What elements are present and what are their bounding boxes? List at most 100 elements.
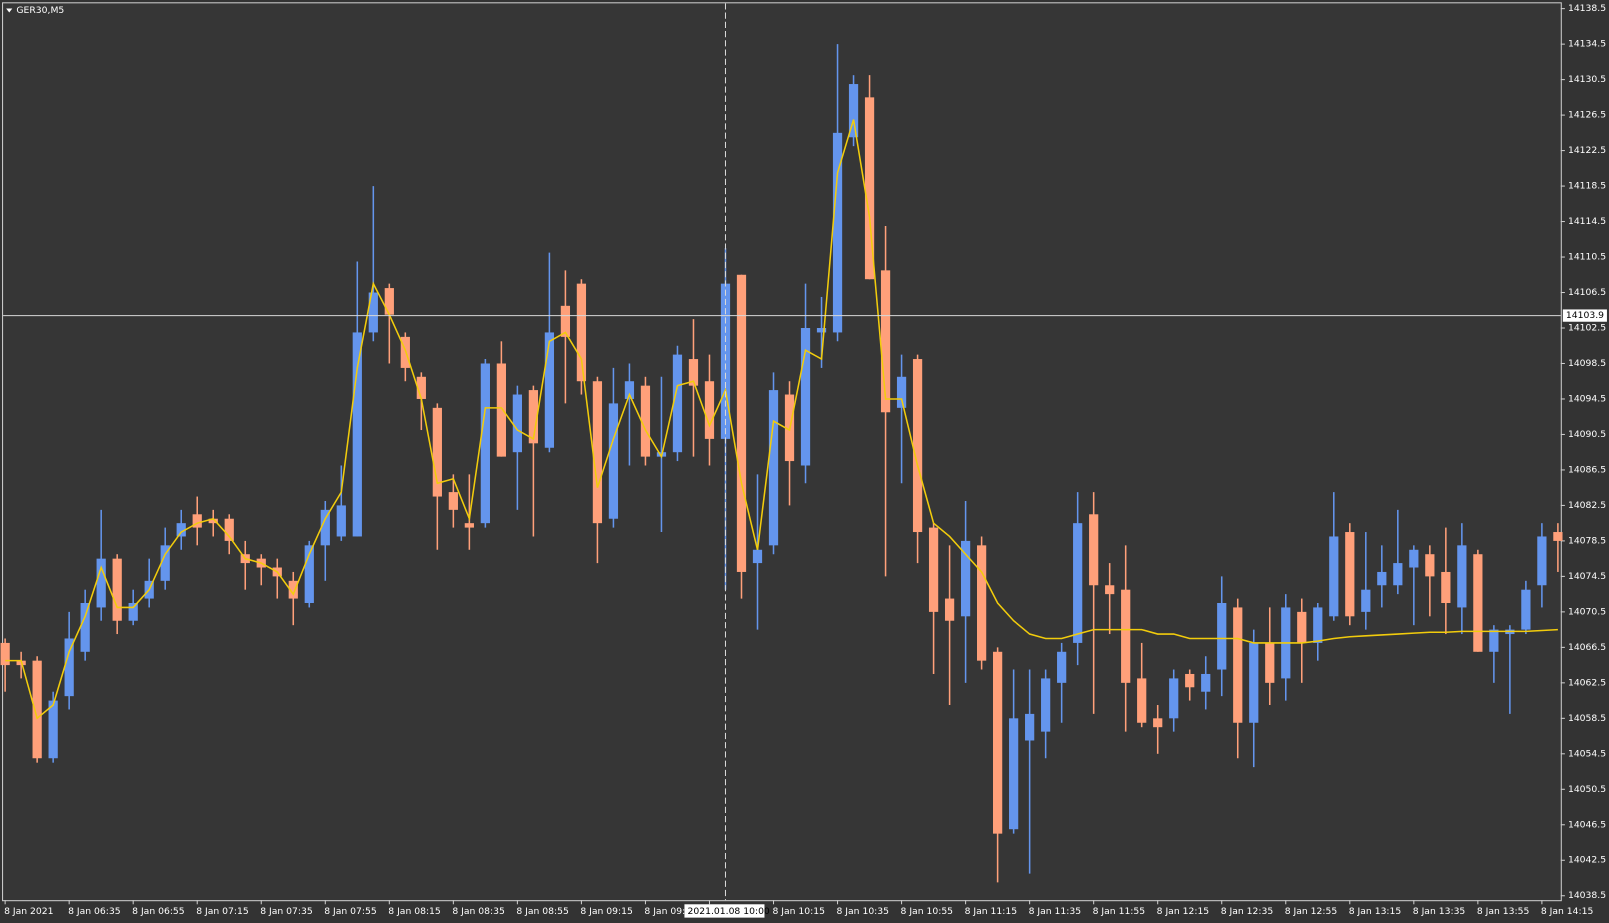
candle-body [864, 97, 875, 280]
x-tick-label: 8 Jan 07:55 [324, 906, 377, 917]
candle-body [1361, 589, 1371, 612]
y-tick-label: 14138.5 [1568, 3, 1606, 14]
menu-arrow[interactable] [6, 8, 13, 13]
candle-body [1489, 629, 1499, 652]
x-tick-label: 8 Jan 07:35 [260, 906, 313, 917]
x-tick-label: 8 Jan 10:15 [772, 906, 825, 917]
candle-body [96, 558, 106, 608]
candle-body [224, 518, 234, 541]
candle-body [672, 354, 683, 453]
candle-body [1441, 571, 1451, 604]
x-tick-label: 8 Jan 06:35 [68, 906, 121, 917]
y-tick-label: 14074.5 [1568, 571, 1606, 582]
candle-body [544, 332, 555, 448]
x-tick-label: 8 Jan 2021 [4, 906, 54, 917]
candle-body [560, 305, 571, 337]
candle-body [1041, 678, 1051, 732]
x-tick-label: 8 Jan 12:15 [1157, 906, 1210, 917]
x-tick-label: 8 Jan 14:15 [1541, 906, 1594, 917]
x-tick-label: 8 Jan 11:35 [1029, 906, 1082, 917]
candle-body [1409, 549, 1419, 568]
x-tick-label: 8 Jan 09:35 [644, 906, 697, 917]
y-tick-label: 14070.5 [1568, 606, 1606, 617]
candle-body [704, 381, 715, 439]
y-tick-label: 14130.5 [1568, 74, 1606, 85]
candle-body [688, 359, 699, 386]
candle-body [448, 492, 458, 510]
y-tick-label: 14122.5 [1568, 145, 1606, 156]
y-tick-label: 14118.5 [1568, 181, 1606, 192]
candle-body [464, 523, 474, 528]
candle-body [720, 283, 731, 439]
candle-body [1057, 651, 1067, 683]
crosshair-price-label: 14103.9 [1566, 310, 1604, 321]
candle-body [928, 527, 939, 612]
candle-body [1537, 536, 1547, 586]
candle-body [80, 603, 90, 652]
y-tick-label: 14110.5 [1568, 252, 1606, 263]
candle-body [1169, 678, 1179, 719]
candle-body [624, 381, 635, 399]
candle-body [848, 84, 859, 138]
candle-body [576, 283, 587, 382]
candle-body [896, 376, 907, 408]
chart-title: GER30,M5 [16, 5, 64, 16]
y-tick-label: 14134.5 [1568, 39, 1606, 50]
candle-body [1457, 545, 1467, 608]
candle-body [1249, 642, 1259, 723]
crosshair-price-box [1562, 309, 1607, 322]
y-tick-label: 14098.5 [1568, 358, 1606, 369]
crosshair-time-label: 2021.01.08 10:00 [688, 906, 770, 917]
candle-body [1393, 563, 1403, 586]
candle-body [592, 381, 603, 524]
candle-body [1377, 571, 1387, 586]
candle-body [1265, 642, 1275, 683]
candle-body [832, 132, 843, 333]
candle-body [960, 540, 971, 617]
candle-body [1297, 611, 1307, 643]
x-tick-label: 8 Jan 10:55 [901, 906, 954, 917]
y-tick-label: 14078.5 [1568, 535, 1606, 546]
y-tick-label: 14114.5 [1568, 216, 1606, 227]
y-tick-label: 14102.5 [1568, 323, 1606, 334]
x-tick-label: 8 Jan 06:55 [132, 906, 185, 917]
candle-body [160, 545, 170, 581]
candle-body [1105, 585, 1115, 595]
x-tick-label: 8 Jan 10:35 [837, 906, 890, 917]
candle-body [1473, 554, 1483, 652]
candle-body [480, 363, 490, 524]
candle-body [640, 385, 651, 457]
y-tick-label: 14066.5 [1568, 642, 1606, 653]
candle-body [336, 505, 346, 537]
candle-body [320, 509, 330, 546]
candle-body [993, 651, 1003, 834]
candle-body [0, 642, 10, 666]
candle-body [752, 549, 763, 564]
x-tick-label: 8 Jan 08:35 [452, 906, 505, 917]
candle-body [736, 274, 747, 572]
candle-body [352, 332, 362, 537]
candle-body [416, 376, 426, 399]
x-tick-label: 8 Jan 13:35 [1413, 906, 1466, 917]
candle-body [1553, 532, 1563, 541]
x-tick-label: 8 Jan 13:55 [1477, 906, 1530, 917]
y-tick-label: 14090.5 [1568, 429, 1606, 440]
candle-body [1137, 678, 1147, 723]
candle-body [1425, 554, 1435, 577]
candle-body [496, 363, 506, 457]
candle-body [1217, 603, 1227, 670]
candle-body [800, 328, 811, 466]
candle-body [1153, 718, 1163, 728]
candle-body [1313, 607, 1323, 643]
y-tick-label: 14042.5 [1568, 855, 1606, 866]
y-tick-label: 14050.5 [1568, 784, 1606, 795]
moving-average [5, 119, 1558, 720]
y-tick-label: 14106.5 [1568, 287, 1606, 298]
candle-body [528, 390, 539, 444]
candle-body [816, 328, 827, 333]
x-tick-label: 8 Jan 08:55 [516, 906, 569, 917]
candle-body [608, 403, 619, 519]
candle-body [1025, 713, 1035, 741]
candle-body [1521, 589, 1531, 630]
candle-body [912, 359, 923, 533]
